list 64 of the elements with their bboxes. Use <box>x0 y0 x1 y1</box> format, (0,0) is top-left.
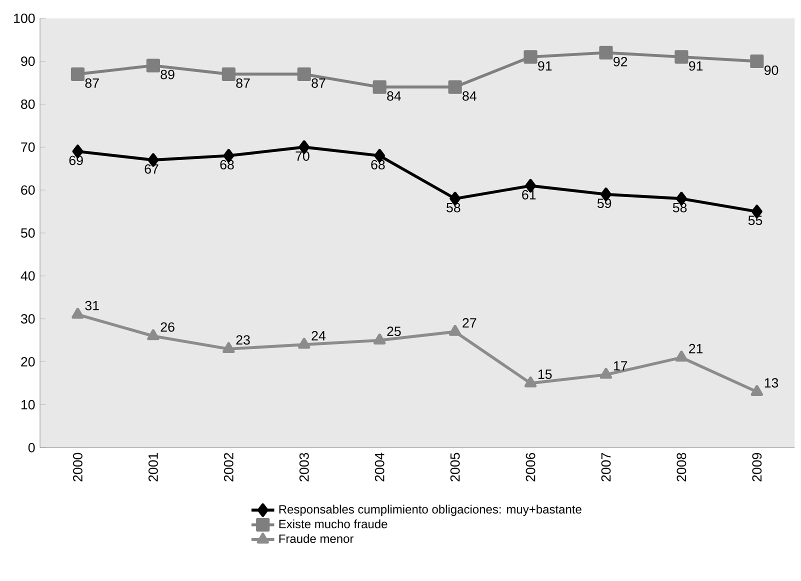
point <box>750 385 764 396</box>
x-tick-label: 2001 <box>148 453 158 482</box>
point <box>298 338 310 349</box>
data-label: 24 <box>312 331 326 340</box>
point <box>146 58 160 72</box>
y-tick-label: 50 <box>21 228 35 238</box>
point <box>72 308 84 319</box>
x-tick-label: 2006 <box>526 452 536 482</box>
data-label: 23 <box>236 335 250 345</box>
point <box>222 342 235 354</box>
data-label: 89 <box>160 70 174 80</box>
data-label: 84 <box>462 91 476 101</box>
data-label: 90 <box>764 66 778 75</box>
data-label: 13 <box>764 378 778 388</box>
point <box>600 368 612 379</box>
y-tick-label: 20 <box>21 357 35 367</box>
legend-label: Fraude menor <box>279 534 354 543</box>
y-tick-label: 30 <box>20 314 35 324</box>
data-label: 87 <box>236 78 250 88</box>
data-label: 87 <box>312 78 326 88</box>
y-tick-label: 10 <box>21 400 35 410</box>
point <box>147 329 160 340</box>
data-label: 26 <box>160 322 174 332</box>
data-label: 87 <box>85 78 99 88</box>
x-tick-label: 2004 <box>374 452 384 482</box>
x-tick-label: 2008 <box>676 452 686 482</box>
y-tick-label: 90 <box>21 56 35 66</box>
point <box>448 324 462 336</box>
data-label: 91 <box>538 61 552 71</box>
point <box>448 80 462 94</box>
point <box>524 376 537 388</box>
point <box>675 350 688 362</box>
data-label: 25 <box>387 326 401 336</box>
point <box>674 50 688 64</box>
point <box>297 67 311 81</box>
data-label: 92 <box>614 56 628 66</box>
point <box>599 46 613 60</box>
point <box>70 67 85 81</box>
point <box>222 67 236 81</box>
y-tick-label: 80 <box>21 99 35 109</box>
data-label: 27 <box>462 318 476 328</box>
point <box>750 54 764 68</box>
x-tick-label: 2007 <box>601 453 611 482</box>
y-tick-label: 0 <box>28 442 35 452</box>
x-tick-label: 2009 <box>752 452 762 482</box>
data-label: 21 <box>689 344 703 354</box>
y-tick-label: 100 <box>14 14 35 24</box>
x-tick-label: 2002 <box>224 453 234 482</box>
x-tick-label: 2000 <box>73 452 82 482</box>
y-tick-label: 40 <box>20 271 35 281</box>
data-label: 91 <box>689 61 703 71</box>
point <box>372 80 386 94</box>
y-tick-label: 60 <box>21 185 35 195</box>
point <box>374 334 386 344</box>
point <box>524 50 538 64</box>
data-label: 17 <box>614 361 628 370</box>
data-label: 84 <box>387 91 401 101</box>
legend-label: Responsables cumplimiento obligaciones: muy+bastante <box>279 504 582 516</box>
data-label: 15 <box>538 370 552 379</box>
y-tick-label: 70 <box>21 142 35 152</box>
x-tick-label: 2003 <box>299 452 309 482</box>
x-tick-label: 2005 <box>450 452 460 482</box>
legend-label: Existe mucho fraude <box>279 519 388 528</box>
data-label: 31 <box>85 300 99 310</box>
